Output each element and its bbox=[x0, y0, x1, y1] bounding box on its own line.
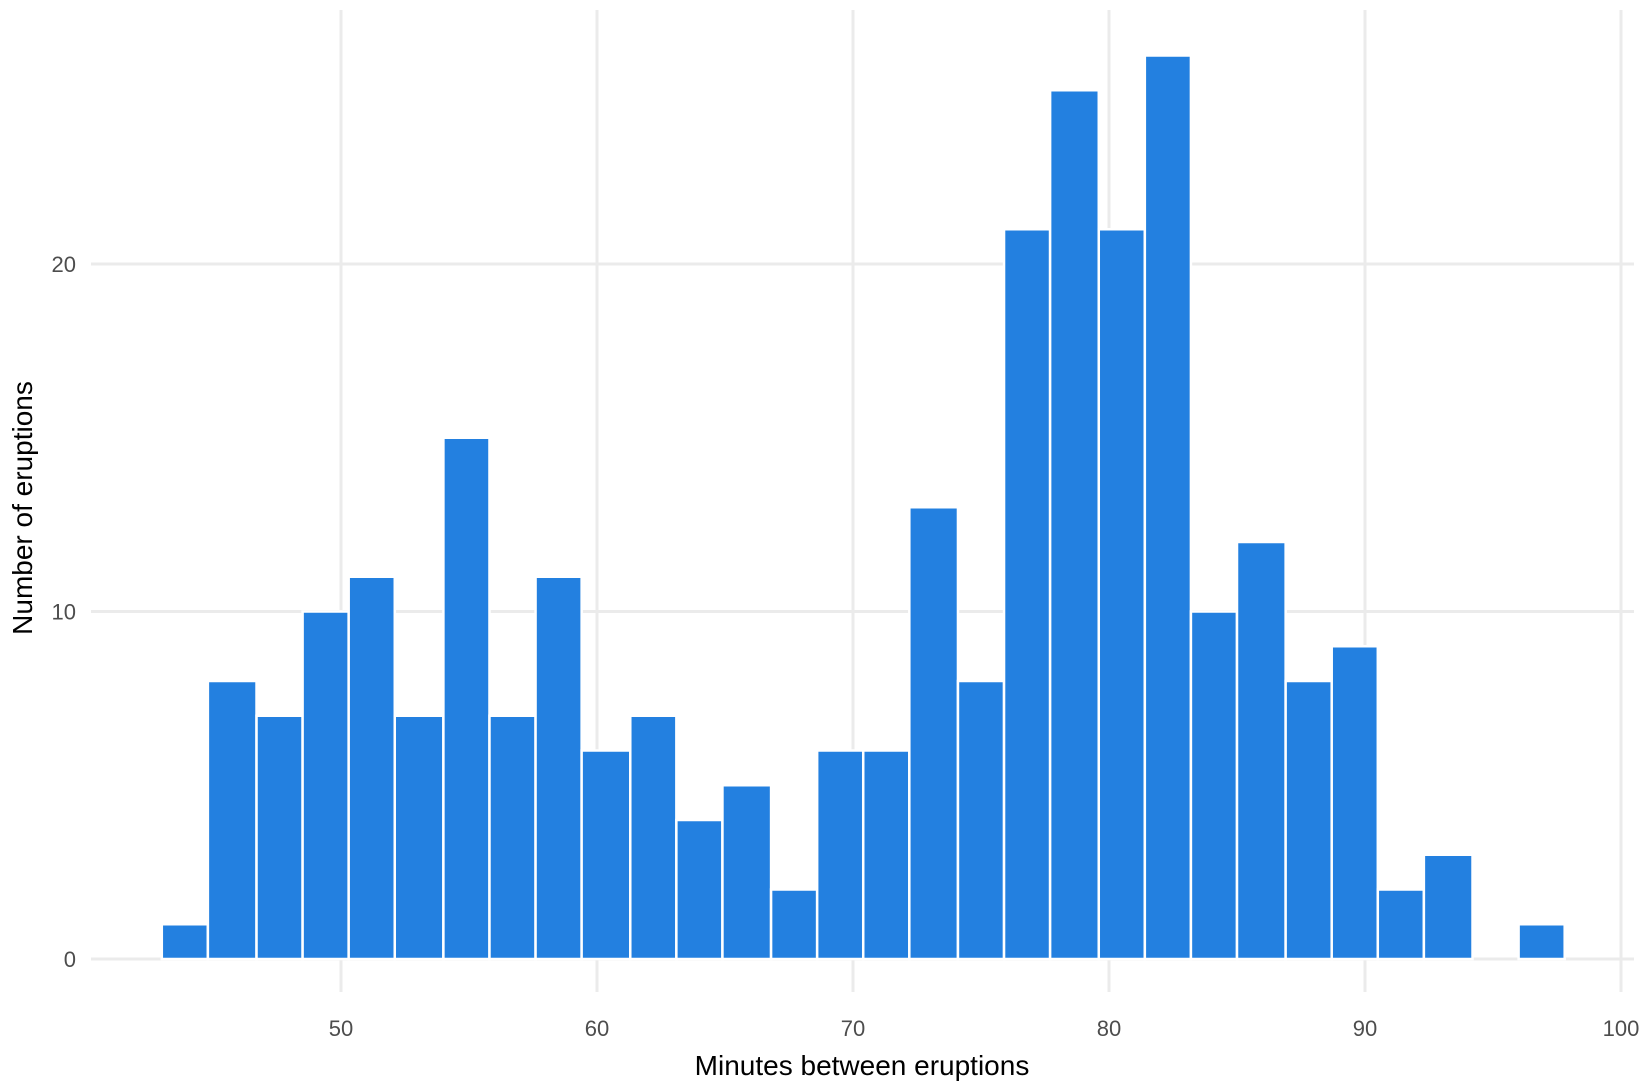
y-tick-label: 0 bbox=[64, 947, 76, 972]
histogram-bar bbox=[1235, 540, 1287, 961]
histogram-bar bbox=[206, 679, 258, 961]
y-axis-title: Number of eruptions bbox=[7, 381, 38, 635]
x-tick-label: 90 bbox=[1353, 1016, 1377, 1041]
histogram-bar bbox=[908, 506, 960, 961]
x-tick-label: 100 bbox=[1603, 1016, 1640, 1041]
histogram-bar bbox=[1517, 923, 1566, 961]
x-tick-label: 50 bbox=[329, 1016, 353, 1041]
y-tick-label: 20 bbox=[52, 252, 76, 277]
histogram-bar bbox=[580, 749, 632, 961]
x-axis-ticks: 50 60 70 80 90 100 bbox=[329, 1016, 1640, 1041]
histogram-bar bbox=[160, 923, 210, 961]
histogram-bar bbox=[815, 749, 865, 961]
histogram-bar bbox=[861, 749, 911, 961]
y-tick-label: 10 bbox=[52, 600, 76, 625]
histogram-bar bbox=[1189, 610, 1239, 961]
histogram-bars bbox=[160, 54, 1566, 961]
y-axis-ticks: 0 10 20 bbox=[52, 252, 76, 972]
histogram-bar bbox=[255, 714, 304, 961]
histogram-bar bbox=[1097, 228, 1147, 961]
histogram-bar bbox=[1422, 853, 1474, 961]
histogram-bar bbox=[1143, 54, 1193, 961]
histogram-bar bbox=[1284, 679, 1333, 961]
histogram-bar bbox=[347, 575, 397, 961]
x-tick-label: 70 bbox=[841, 1016, 865, 1041]
histogram-bar bbox=[721, 784, 773, 961]
x-tick-label: 80 bbox=[1097, 1016, 1121, 1041]
x-axis-title: Minutes between eruptions bbox=[695, 1050, 1030, 1081]
histogram-bar bbox=[1002, 228, 1052, 961]
histogram-bar bbox=[488, 714, 537, 961]
x-tick-label: 60 bbox=[585, 1016, 609, 1041]
histogram-bar bbox=[769, 888, 819, 961]
histogram-bar bbox=[442, 436, 491, 961]
histogram-bar bbox=[301, 610, 350, 961]
histogram-bar bbox=[1376, 888, 1426, 961]
histogram-bar bbox=[1048, 89, 1101, 961]
histogram-bar bbox=[534, 575, 583, 961]
histogram-bar bbox=[675, 818, 724, 961]
histogram-bar bbox=[1330, 645, 1380, 961]
histogram-bar bbox=[393, 714, 445, 961]
histogram-bar bbox=[629, 714, 678, 961]
histogram-bar bbox=[956, 679, 1006, 961]
